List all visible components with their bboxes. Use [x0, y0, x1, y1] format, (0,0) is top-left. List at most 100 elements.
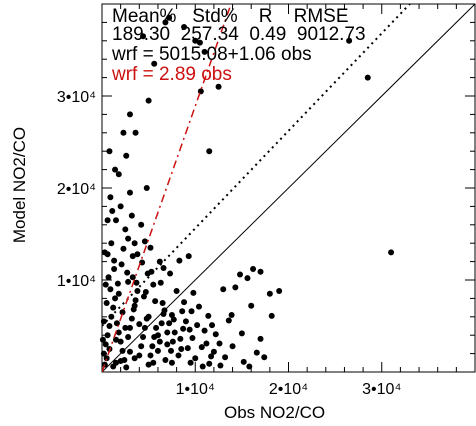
- data-point: [107, 194, 114, 201]
- data-point: [210, 348, 217, 355]
- data-point: [123, 152, 130, 159]
- data-point: [157, 279, 164, 286]
- data-point: [189, 334, 196, 341]
- data-point: [194, 322, 201, 329]
- data-point: [222, 354, 229, 361]
- data-point: [179, 308, 186, 315]
- data-point: [143, 185, 150, 191]
- stats-values: 189.30 257.34 0.49 9012.73: [112, 24, 366, 45]
- data-point: [188, 308, 195, 315]
- data-point: [225, 317, 232, 324]
- data-point: [238, 330, 245, 337]
- data-point: [206, 148, 213, 155]
- data-point: [150, 359, 157, 366]
- y-axis-title: Model NO2/CO: [10, 126, 29, 244]
- data-point: [125, 334, 132, 341]
- data-point: [131, 355, 138, 362]
- data-point: [141, 324, 148, 331]
- data-point: [117, 203, 124, 210]
- data-point: [201, 48, 208, 55]
- data-point: [109, 208, 116, 214]
- data-point: [142, 288, 149, 295]
- data-point: [100, 350, 107, 357]
- data-point: [126, 111, 133, 118]
- data-point: [114, 280, 121, 287]
- data-point: [257, 335, 264, 342]
- data-point: [101, 249, 108, 256]
- data-point: [138, 343, 145, 350]
- data-point: [180, 325, 187, 332]
- data-point: [110, 304, 117, 311]
- data-point: [106, 148, 113, 155]
- data-point: [217, 362, 224, 369]
- data-point: [144, 270, 151, 277]
- data-point: [206, 360, 213, 367]
- data-point: [140, 334, 147, 341]
- data-point: [208, 353, 215, 360]
- y-tick-label: 1•10⁴: [57, 273, 96, 290]
- data-point: [261, 354, 268, 361]
- data-point: [147, 244, 154, 251]
- data-point: [152, 298, 159, 305]
- data-point: [105, 274, 112, 281]
- data-point: [145, 97, 152, 104]
- data-point: [99, 336, 106, 343]
- data-point: [112, 217, 119, 224]
- data-point: [122, 226, 129, 233]
- data-point: [232, 284, 239, 291]
- data-point: [253, 349, 260, 356]
- data-point: [248, 302, 255, 309]
- data-point: [250, 265, 257, 272]
- data-point: [140, 33, 147, 40]
- data-point: [168, 359, 175, 366]
- x-axis-title: Obs NO2/CO: [224, 403, 326, 422]
- data-point: [166, 14, 173, 21]
- data-point: [111, 257, 118, 264]
- data-point: [107, 286, 114, 293]
- data-point: [112, 359, 119, 366]
- data-point: [108, 240, 115, 247]
- data-point: [196, 39, 203, 46]
- data-point: [171, 329, 178, 336]
- x-tick-label: 3•10⁴: [362, 381, 401, 398]
- data-point: [181, 24, 188, 30]
- data-point: [103, 355, 110, 362]
- data-point: [153, 324, 160, 331]
- data-point: [240, 358, 247, 365]
- data-point: [209, 322, 216, 329]
- data-point: [184, 345, 191, 352]
- data-point: [257, 268, 264, 275]
- data-point: [126, 324, 133, 331]
- data-point: [130, 306, 137, 313]
- stats-header: Mean% Std% R RMSE: [112, 6, 349, 27]
- data-point: [346, 37, 353, 44]
- data-point: [186, 326, 193, 333]
- data-point: [246, 363, 253, 370]
- data-point: [133, 279, 140, 286]
- data-point: [168, 311, 175, 318]
- data-point: [136, 352, 143, 359]
- data-point: [128, 212, 135, 219]
- ratio-fit-line: [102, 4, 232, 372]
- fit-label: wrf = 5015.08+1.06 obs: [112, 44, 312, 65]
- data-point: [197, 88, 204, 95]
- data-point: [187, 359, 194, 366]
- data-point: [158, 320, 165, 327]
- data-point: [115, 329, 122, 336]
- data-point: [102, 281, 109, 288]
- data-point: [140, 293, 147, 300]
- data-point: [129, 253, 136, 260]
- data-point: [160, 265, 167, 272]
- data-point: [266, 290, 273, 297]
- data-point: [132, 297, 139, 304]
- one-to-one-line: [102, 4, 475, 372]
- data-point: [237, 271, 244, 278]
- data-point: [134, 251, 141, 258]
- data-point: [106, 323, 113, 329]
- data-point: [104, 217, 111, 224]
- data-point: [143, 315, 150, 322]
- y-tick-label: 3•10⁴: [57, 89, 96, 106]
- data-point: [154, 347, 161, 354]
- data-point: [164, 329, 171, 336]
